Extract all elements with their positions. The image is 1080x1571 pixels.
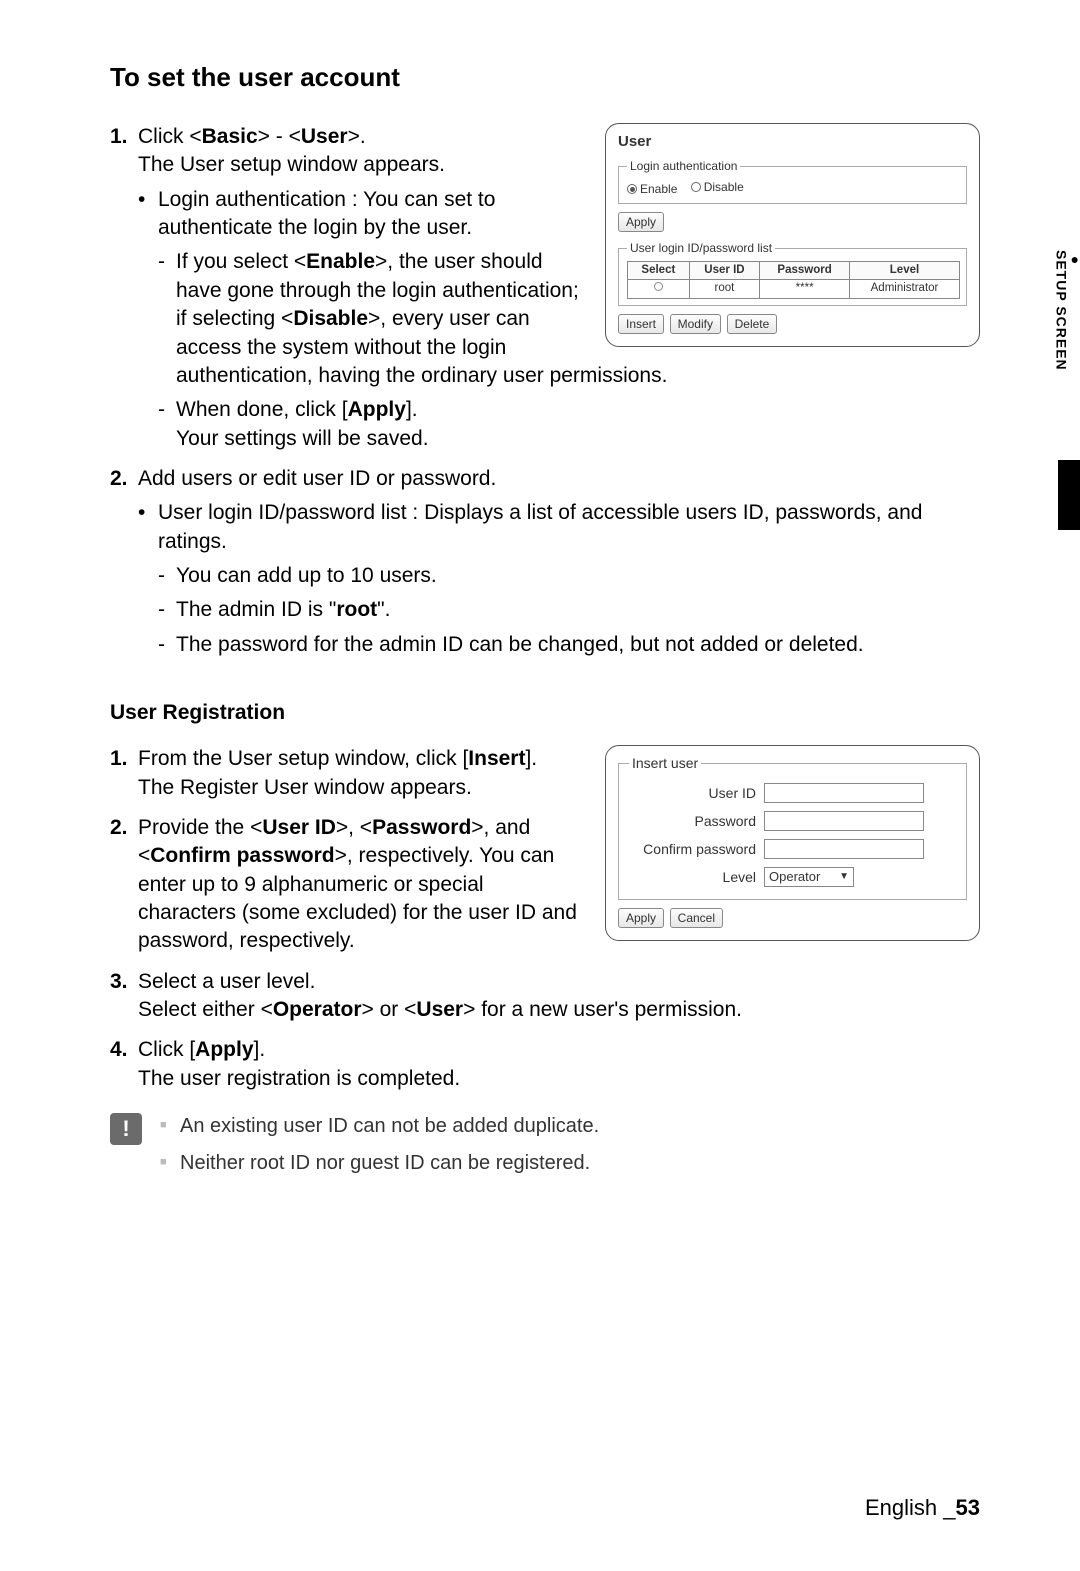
- reg-step-3: 3. Select a user level. Select either <O…: [110, 968, 980, 1025]
- dash: You can add up to 10 users.: [158, 562, 980, 590]
- side-tab-label: SETUP SCREEN: [1054, 250, 1070, 371]
- side-block: [1058, 460, 1080, 530]
- note-item: An existing user ID can not be added dup…: [160, 1113, 599, 1140]
- note-block: ! An existing user ID can not be added d…: [110, 1113, 980, 1187]
- reg-step-2: 2. Provide the <User ID>, <Password>, an…: [110, 814, 980, 956]
- dash: When done, click [Apply]. Your settings …: [158, 396, 980, 453]
- reg-step-1: 1. From the User setup window, click [In…: [110, 745, 980, 802]
- dash: The admin ID is "root".: [158, 596, 980, 624]
- side-tab: ● SETUP SCREEN: [1052, 250, 1080, 371]
- step-2: 2. Add users or edit user ID or password…: [110, 465, 980, 659]
- user-registration-heading: User Registration: [110, 699, 980, 727]
- side-tab-bullet: ●: [1071, 250, 1080, 269]
- dash: If you select <Enable>, the user should …: [158, 248, 980, 390]
- page-title: To set the user account: [110, 60, 980, 95]
- reg-step-4: 4. Click [Apply]. The user registration …: [110, 1036, 980, 1093]
- note-icon: !: [110, 1113, 142, 1145]
- step-1: 1. Click <Basic> - <User>. The User setu…: [110, 123, 980, 453]
- note-item: Neither root ID nor guest ID can be regi…: [160, 1150, 599, 1177]
- page-footer: English _53: [865, 1493, 980, 1523]
- bullet: Login authentication : You can set to au…: [138, 186, 980, 453]
- bullet: User login ID/password list : Displays a…: [138, 499, 980, 659]
- dash: The password for the admin ID can be cha…: [158, 631, 980, 659]
